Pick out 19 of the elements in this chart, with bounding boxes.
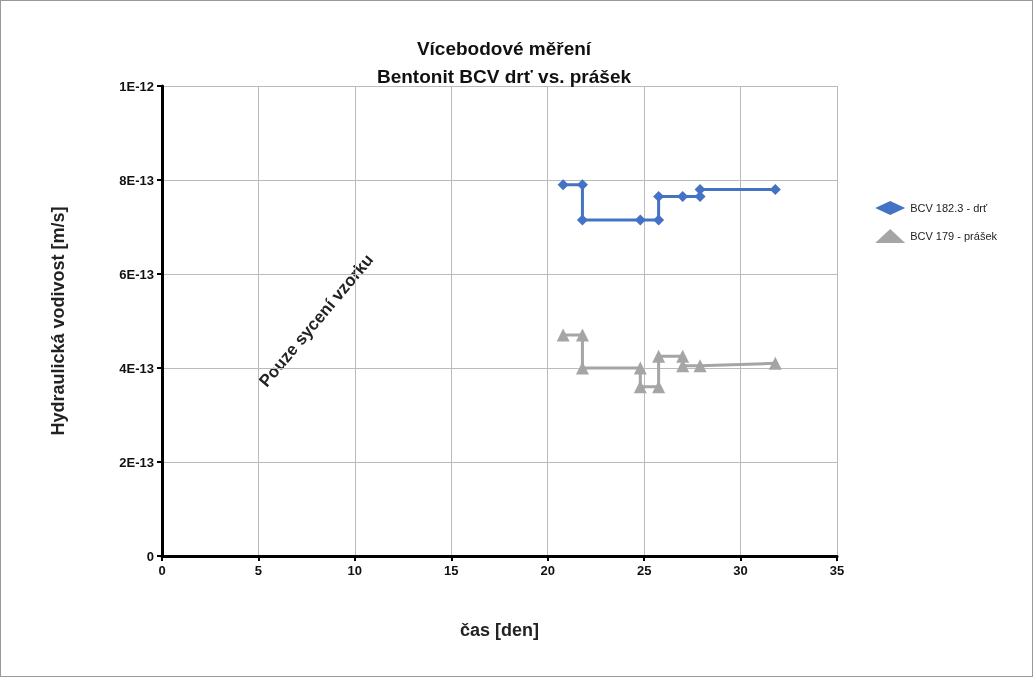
y-tick-label: 6E-13 — [119, 266, 154, 282]
y-tick-label: 2E-13 — [119, 454, 154, 470]
x-axis-title: čas [den] — [459, 620, 540, 640]
y-tick-label: 1E-12 — [119, 78, 154, 94]
x-tick-label: 35 — [829, 563, 845, 578]
y-axis-title: Hydraulická vodivost [m/s] — [48, 206, 68, 436]
x-tick-label: 5 — [254, 563, 263, 578]
x-tick-label: 15 — [444, 563, 459, 578]
x-tick-label: 20 — [540, 563, 555, 578]
y-tick-label: 0 — [146, 548, 154, 564]
x-tick-label: 25 — [636, 563, 652, 578]
x-tick-label: 30 — [733, 563, 748, 578]
x-tick-label: 0 — [158, 563, 166, 578]
legend-label: BCV 179 - prášek — [910, 230, 998, 242]
y-tick-label: 4E-13 — [119, 360, 154, 376]
chart-title: Vícebodové měření Bentonit BCV drť vs. prášek — [376, 37, 632, 87]
legend-label: BCV 182.3 - drť — [910, 202, 988, 214]
y-tick-label: 8E-13 — [119, 172, 154, 188]
x-tick-label: 10 — [347, 563, 363, 578]
